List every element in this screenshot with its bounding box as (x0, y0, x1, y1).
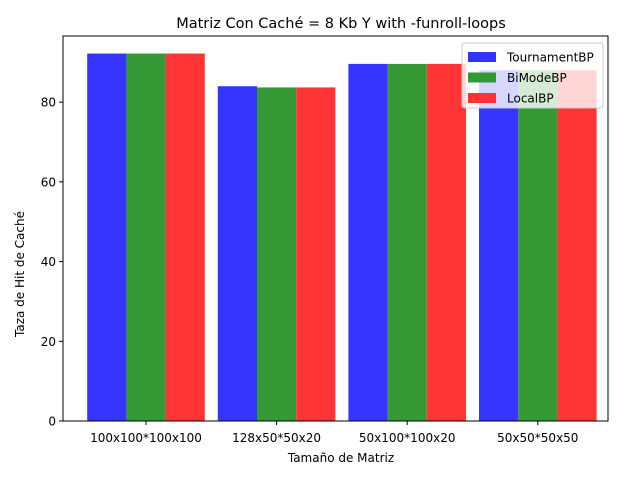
y-tick-label: 20 (41, 335, 56, 349)
plot-frame (62, 35, 609, 422)
y-tick-label: 80 (41, 96, 56, 110)
bar-BiModeBP-0 (126, 53, 166, 422)
bar-LocalBP-1 (296, 87, 336, 422)
y-axis-label: Taza de Hit de Caché (13, 211, 27, 338)
legend-swatch-BiModeBP (468, 72, 496, 83)
legend-label-BiModeBP: BiModeBP (507, 71, 567, 85)
bar-TournamentBP-0 (87, 53, 127, 422)
axes-group: 0 20 40 60 80 100x100*100x100 128x50*50x20 50x1… (41, 35, 609, 445)
x-tick-label: 128x50*50x20 (232, 431, 321, 445)
bar-BiModeBP-1 (257, 87, 297, 422)
x-axis-label: Tamaño de Matriz (287, 451, 394, 465)
bar-LocalBP-2 (426, 63, 466, 421)
legend-swatch-TournamentBP (468, 52, 496, 62)
legend-box (461, 42, 604, 109)
legend-label-LocalBP: LocalBP (507, 92, 554, 106)
legend: TournamentBP BiModeBP LocalBP (461, 42, 604, 109)
bar-TournamentBP-3 (479, 70, 519, 421)
legend-label-TournamentBP: TournamentBP (506, 51, 594, 65)
bar-BiModeBP-2 (387, 63, 427, 421)
y-tick-label: 60 (41, 175, 56, 189)
bar-TournamentBP-2 (348, 63, 388, 421)
chart-title: Matriz Con Caché = 8 Kb Y with -funroll-… (176, 16, 506, 32)
y-tick-label: 0 (48, 415, 56, 429)
bar-TournamentBP-1 (217, 86, 257, 421)
bars-group (87, 53, 597, 422)
x-tick-label: 50x100*100x20 (359, 431, 456, 445)
bar-LocalBP-3 (557, 70, 597, 421)
bar-BiModeBP-3 (518, 70, 558, 421)
x-tick-label: 50x50*50x50 (497, 431, 578, 445)
legend-swatch-LocalBP (468, 93, 496, 103)
y-tick-label: 40 (41, 255, 56, 269)
x-tick-label: 100x100*100x100 (90, 431, 202, 445)
bar-LocalBP-0 (165, 53, 205, 422)
